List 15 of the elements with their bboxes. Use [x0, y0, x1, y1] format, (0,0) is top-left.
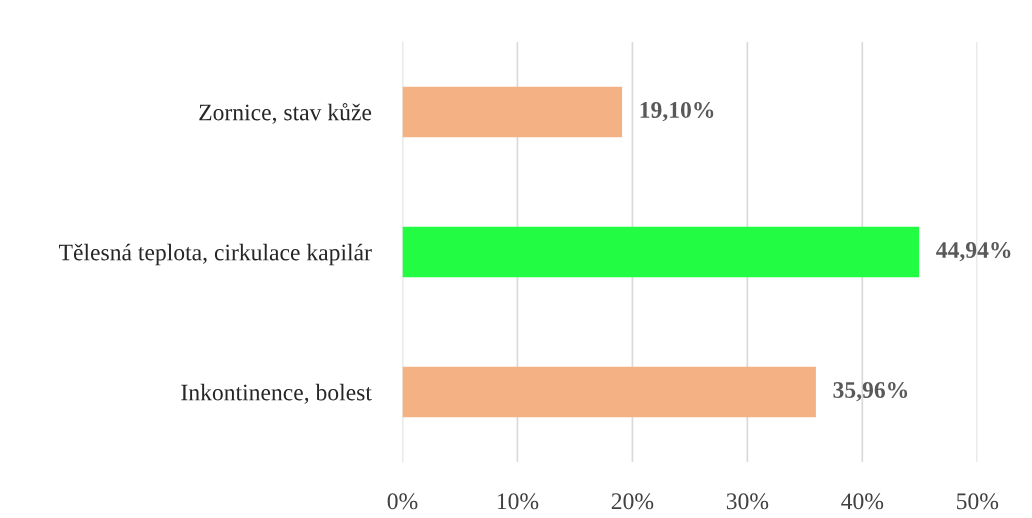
bar: [402, 86, 623, 138]
x-tick-label: 10%: [497, 493, 539, 510]
y-tick-label: Inkontinence, bolest: [181, 383, 372, 404]
x-tick-label: 30%: [726, 493, 769, 510]
x-tick-label: 50%: [957, 493, 999, 510]
x-tick-label: 0%: [387, 493, 418, 510]
y-tick-label: Zornice, stav kůže: [199, 103, 372, 124]
data-label: 35,96%: [833, 382, 908, 402]
bar: [402, 226, 920, 278]
x-tick-label: 40%: [841, 493, 884, 510]
data-label: 19,10%: [640, 101, 714, 122]
x-tick-label: 20%: [611, 493, 654, 510]
bar: [402, 366, 816, 418]
y-tick-label: Tělesná teplota, cirkulace kapilár: [59, 243, 372, 266]
data-label: 44,94%: [936, 241, 1011, 262]
